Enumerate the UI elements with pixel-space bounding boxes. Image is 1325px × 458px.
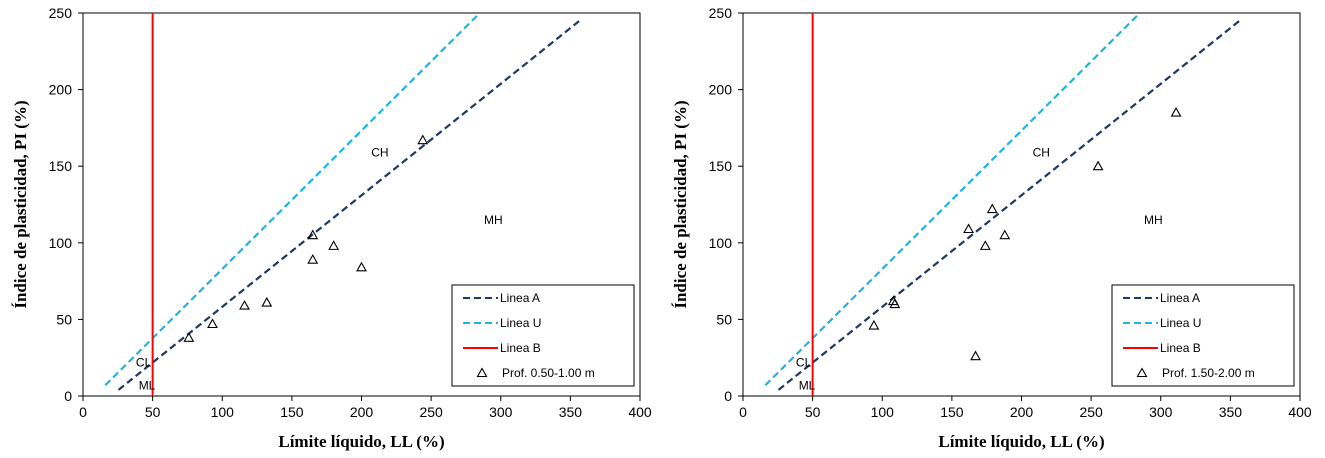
data-point <box>970 350 981 361</box>
x-tick-label: 50 <box>145 404 161 420</box>
legend-label: Linea U <box>1160 316 1201 330</box>
legend: Linea A Linea U Linea B Prof. 1.50-2.00 m <box>1111 284 1295 387</box>
data-point <box>986 203 998 214</box>
y-tick-label: 200 <box>49 82 73 98</box>
plasticity-chart-right: 0 50 100 150 200 250 300 350 400 0 50 100 150 200 250 L… <box>660 0 1320 458</box>
y-tick-label: 250 <box>49 5 73 21</box>
y-tick-label: 200 <box>709 82 733 98</box>
legend-label: Linea A <box>1160 291 1200 305</box>
data-point <box>207 318 218 329</box>
legend-swatch-marker <box>476 367 488 378</box>
region-label-mh: MH <box>484 213 503 227</box>
x-tick-label: 400 <box>628 404 652 420</box>
region-label-ml: ML <box>799 378 816 392</box>
y-tick-label: 150 <box>709 158 733 174</box>
x-tick-label: 100 <box>211 404 235 420</box>
x-tick-label: 350 <box>559 404 583 420</box>
x-axis-title: Límite líquido, LL (%) <box>278 432 444 451</box>
legend-label: Prof. 1.50-2.00 m <box>1162 366 1255 380</box>
x-tick-label: 300 <box>489 404 513 420</box>
data-point <box>239 299 250 310</box>
x-tick-label: 0 <box>79 404 87 420</box>
plasticity-chart-right-svg: 0 50 100 150 200 250 300 350 400 0 50 100 150 200 250 L… <box>671 5 1312 451</box>
region-label-ch: CH <box>1033 145 1050 159</box>
y-tick-label: 0 <box>64 388 72 404</box>
x-tick-label: 400 <box>1288 404 1312 420</box>
data-point <box>963 223 975 234</box>
legend: Linea A Linea U Linea B Prof. 0.50-1.00 m <box>451 284 635 387</box>
plasticity-chart-left: 0 50 100 150 200 250 300 350 400 0 50 100 150 200 250 L… <box>0 0 660 458</box>
y-tick-label: 50 <box>56 311 72 327</box>
legend-label: Linea A <box>500 291 540 305</box>
x-tick-label: 0 <box>739 404 747 420</box>
data-point <box>356 261 367 272</box>
y-tick-label: 100 <box>49 235 73 251</box>
y-tick-label: 100 <box>709 235 733 251</box>
region-label-cl: CL <box>796 355 812 369</box>
y-tick-label: 0 <box>724 388 732 404</box>
y-tick-label: 50 <box>716 311 732 327</box>
reference-lines <box>104 13 583 396</box>
y-tick-label: 150 <box>49 158 73 174</box>
y-axis-title: Índice de plasticidad, PI (%) <box>671 100 690 308</box>
data-point <box>999 229 1011 240</box>
x-tick-label: 250 <box>1079 404 1103 420</box>
legend-swatch-marker <box>1136 367 1148 378</box>
plasticity-chart-left-svg: 0 50 100 150 200 250 300 350 400 0 50 100 150 200 250 L… <box>11 5 652 451</box>
data-point <box>183 332 195 342</box>
region-label-cl: CL <box>136 355 152 369</box>
y-tick-label: 250 <box>709 5 733 21</box>
y-axis-title: Índice de plasticidad, PI (%) <box>11 100 30 308</box>
x-tick-label: 300 <box>1149 404 1173 420</box>
x-tick-label: 50 <box>805 404 821 420</box>
x-tick-label: 100 <box>871 404 895 420</box>
x-tick-label: 150 <box>940 404 964 420</box>
legend-label: Linea B <box>1160 341 1201 355</box>
data-point <box>979 240 991 250</box>
legend-label: Linea U <box>500 316 541 330</box>
legend-label: Linea B <box>500 341 541 355</box>
x-tick-label: 200 <box>350 404 374 420</box>
data-point <box>328 240 340 250</box>
linea-u <box>764 13 1141 387</box>
legend-label: Prof. 0.50-1.00 m <box>502 366 595 380</box>
region-label-ch: CH <box>371 145 388 159</box>
x-tick-label: 150 <box>280 404 304 420</box>
x-axis-title: Límite líquido, LL (%) <box>938 432 1104 451</box>
linea-u <box>104 13 481 387</box>
x-tick-label: 250 <box>419 404 443 420</box>
region-label-ml: ML <box>139 378 156 392</box>
data-point <box>1092 160 1104 171</box>
x-tick-label: 200 <box>1010 404 1034 420</box>
reference-lines <box>764 13 1243 396</box>
data-point <box>307 254 319 264</box>
data-point <box>417 134 429 145</box>
data-point <box>1170 106 1182 117</box>
data-point <box>868 319 880 330</box>
x-tick-label: 350 <box>1219 404 1243 420</box>
data-point <box>887 295 899 306</box>
data-point <box>261 296 273 307</box>
data-point <box>307 229 319 240</box>
region-label-mh: MH <box>1144 213 1163 227</box>
